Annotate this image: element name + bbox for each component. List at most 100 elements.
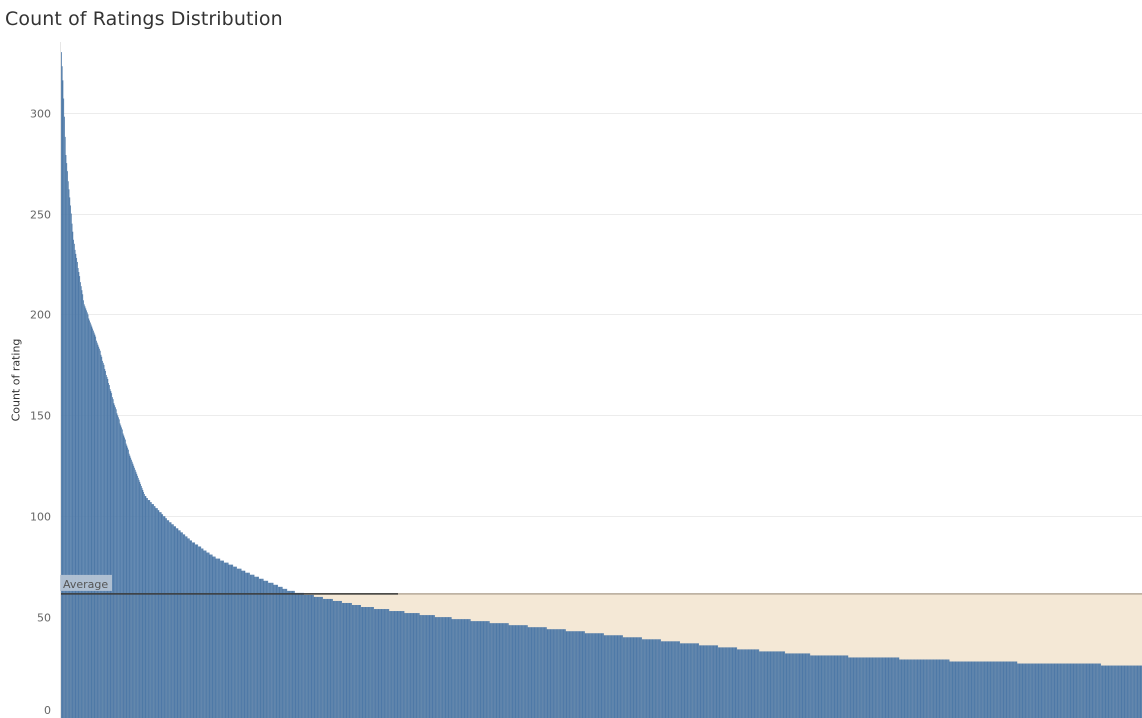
bar (1135, 665, 1136, 718)
bar (846, 655, 848, 718)
bar (893, 657, 895, 718)
bar (191, 542, 193, 718)
bar (501, 623, 503, 718)
bar (838, 655, 840, 718)
bar (166, 518, 167, 718)
bar (650, 639, 652, 718)
bar (915, 659, 917, 718)
bar (1011, 661, 1012, 718)
bar (668, 641, 670, 718)
bar (974, 661, 976, 718)
bar (406, 613, 408, 718)
bar (153, 504, 154, 718)
bar (504, 623, 506, 718)
bar (354, 605, 355, 718)
bar (223, 560, 224, 718)
bar (335, 600, 336, 718)
bar (436, 617, 438, 718)
bar (356, 605, 358, 718)
bar (232, 564, 234, 718)
bar (844, 655, 846, 718)
bar (1135, 665, 1137, 718)
bar (453, 619, 454, 718)
bar (1027, 663, 1029, 718)
bar (1106, 665, 1108, 718)
bar (1042, 663, 1044, 718)
bar (389, 611, 391, 718)
bar (201, 548, 203, 718)
bar (488, 621, 489, 718)
bar (605, 635, 607, 718)
bar (542, 627, 543, 718)
bar (615, 635, 617, 718)
bar (200, 546, 202, 718)
bar (459, 619, 460, 718)
bar (594, 633, 596, 718)
bar (354, 605, 356, 718)
bar (198, 546, 199, 718)
bar (328, 598, 330, 718)
bar (531, 627, 533, 718)
bar (216, 558, 218, 718)
bar (349, 602, 351, 718)
bar (713, 645, 715, 718)
bar (805, 653, 807, 718)
bar (899, 659, 901, 718)
bar (630, 637, 632, 718)
bar (297, 592, 299, 718)
bar (270, 582, 272, 718)
bar (734, 647, 736, 718)
bar (1066, 663, 1068, 718)
bar (997, 661, 999, 718)
bar (558, 629, 559, 718)
bar (76, 261, 78, 718)
bar (777, 651, 779, 718)
bar (1044, 663, 1046, 718)
bar (180, 532, 182, 718)
bar (867, 657, 868, 718)
bar (338, 600, 339, 718)
bar (246, 572, 248, 718)
bar (332, 600, 334, 718)
bar (564, 629, 566, 718)
bar (61, 66, 63, 718)
bar (622, 635, 623, 718)
bar (905, 659, 907, 718)
bar (137, 477, 139, 718)
bar (168, 520, 170, 718)
bar (375, 609, 377, 718)
bar (543, 627, 545, 718)
bar (86, 312, 88, 718)
bar (469, 619, 471, 718)
bar (785, 653, 787, 718)
bar (694, 643, 696, 718)
bar (673, 641, 674, 718)
bar (443, 617, 444, 718)
bar (982, 661, 984, 718)
bar (295, 592, 297, 718)
bar (408, 613, 410, 718)
bar (895, 657, 897, 718)
bar (719, 647, 721, 718)
bar (86, 310, 87, 718)
bar (351, 605, 353, 718)
bar (301, 592, 303, 718)
bar (752, 649, 754, 718)
bar (428, 615, 430, 718)
bar (1028, 663, 1030, 718)
bar (225, 562, 227, 718)
bar (896, 657, 897, 718)
bar (859, 657, 861, 718)
bar (1019, 663, 1021, 718)
bar (827, 655, 829, 718)
bar (982, 661, 983, 718)
bar (414, 613, 416, 718)
bar (933, 659, 935, 718)
bar (405, 613, 406, 718)
bar (880, 657, 881, 718)
bar (325, 598, 327, 718)
bar (484, 621, 486, 718)
bar (773, 651, 775, 718)
bar (663, 641, 665, 718)
bar (722, 647, 724, 718)
